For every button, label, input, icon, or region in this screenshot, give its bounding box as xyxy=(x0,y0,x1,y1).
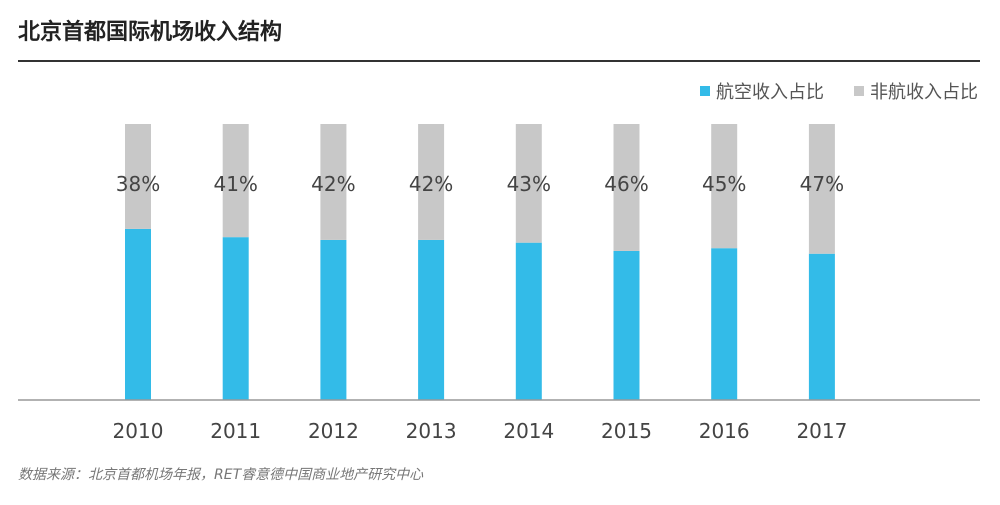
bar-nonaero-2012 xyxy=(320,124,347,240)
bar-aero-2013 xyxy=(418,239,445,400)
data-label-2011: 41% xyxy=(213,172,257,196)
source-note: 数据来源：北京首都机场年报，RET睿意德中国商业地产研究中心 xyxy=(18,467,424,483)
bar-aero-2012 xyxy=(320,239,347,400)
data-label-2017: 47% xyxy=(800,172,844,196)
bar-aero-2017 xyxy=(808,253,835,400)
data-label-2013: 42% xyxy=(409,172,453,196)
bar-nonaero-2015 xyxy=(613,124,640,251)
bar-aero-2016 xyxy=(711,248,738,400)
bar-nonaero-2010 xyxy=(125,124,151,229)
data-label-2012: 42% xyxy=(311,172,355,196)
legend-item-nonaero: 非航收入占比 xyxy=(854,78,978,104)
x-tick-label-2017: 2017 xyxy=(796,419,847,443)
x-tick-label-2011: 2011 xyxy=(210,419,261,443)
bar-nonaero-2014 xyxy=(515,124,542,243)
bar-aero-2010 xyxy=(125,228,151,400)
data-label-2010: 38% xyxy=(116,172,160,196)
x-tick-label-2014: 2014 xyxy=(503,419,554,443)
bar-aero-2015 xyxy=(613,250,640,400)
bar-nonaero-2013 xyxy=(418,124,445,240)
x-tick-label-2012: 2012 xyxy=(308,419,359,443)
bar-aero-2011 xyxy=(222,237,249,400)
legend-swatch-nonaero xyxy=(854,86,864,96)
data-label-2015: 46% xyxy=(604,172,648,196)
x-tick-label-2015: 2015 xyxy=(601,419,652,443)
data-label-2014: 43% xyxy=(507,172,551,196)
x-tick-label-2010: 2010 xyxy=(113,419,164,443)
legend-swatch-aero xyxy=(700,86,710,96)
bar-nonaero-2016 xyxy=(711,124,738,249)
x-tick-label-2013: 2013 xyxy=(406,419,457,443)
legend-label-aero: 航空收入占比 xyxy=(716,82,824,103)
legend: 航空收入占比 非航收入占比 xyxy=(700,78,978,104)
bar-nonaero-2011 xyxy=(222,124,249,238)
x-tick-label-2016: 2016 xyxy=(699,419,750,443)
data-label-2016: 45% xyxy=(702,172,746,196)
title-divider xyxy=(18,60,980,62)
bar-nonaero-2017 xyxy=(808,124,835,254)
chart-title: 北京首都国际机场收入结构 xyxy=(18,20,283,45)
bar-aero-2014 xyxy=(515,242,542,400)
legend-label-nonaero: 非航收入占比 xyxy=(870,82,978,103)
legend-item-aero: 航空收入占比 xyxy=(700,78,824,104)
